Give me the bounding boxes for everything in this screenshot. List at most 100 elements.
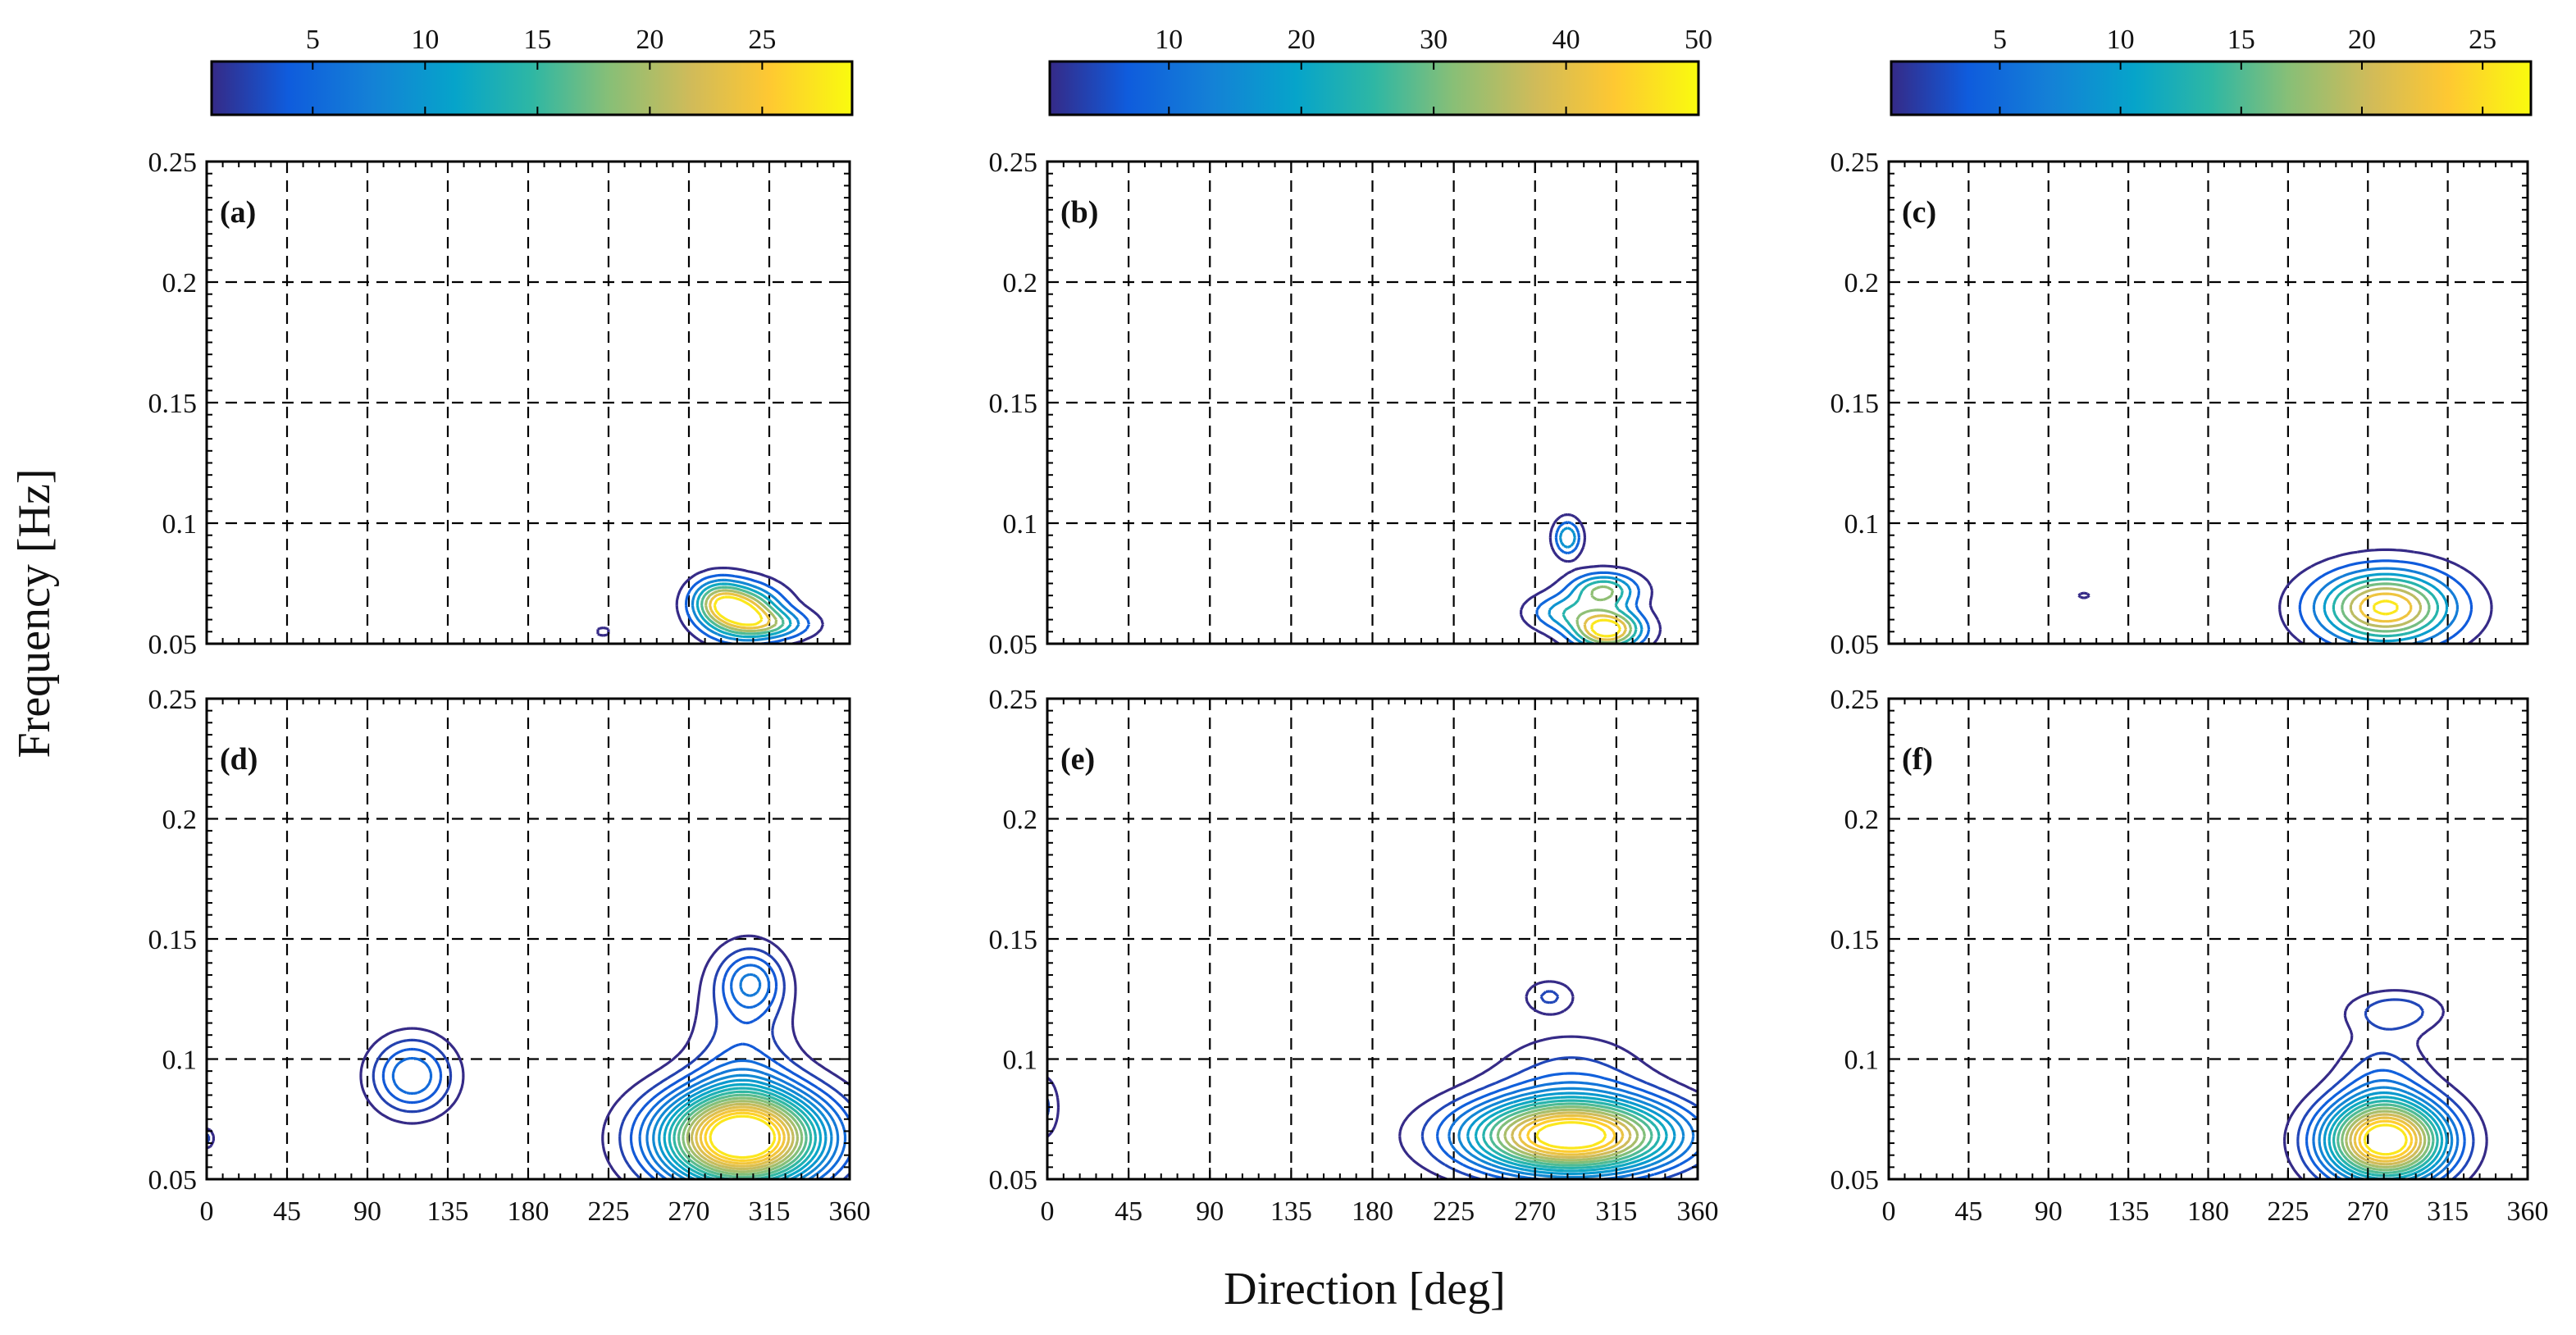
axis-ticks <box>206 161 850 645</box>
panel-c: 0.05 0.1 0.15 0.2 0.25 (c) <box>1831 148 2529 660</box>
x-tick-label: 270 <box>1514 1196 1556 1227</box>
contour-line <box>684 573 811 644</box>
contours <box>1520 513 1662 644</box>
y-tick-label: 0.25 <box>1831 685 1880 715</box>
y-tick-label: 0.25 <box>989 685 1038 715</box>
colorbar-tick-label: 25 <box>748 25 776 55</box>
x-tick-label: 180 <box>2187 1196 2229 1227</box>
contour-line <box>1474 1096 1668 1173</box>
contour-line <box>652 1073 833 1179</box>
contour-line <box>2363 1123 2408 1156</box>
contour-line <box>2373 599 2399 616</box>
panel-a: 0.05 0.1 0.15 0.2 0.25 (a) <box>148 148 851 660</box>
y-tick-label: 0.15 <box>1831 925 1880 955</box>
x-tick-label: 225 <box>2267 1196 2309 1227</box>
y-axis-title: Frequency [Hz] <box>9 469 60 759</box>
contour-line <box>1482 1099 1661 1169</box>
y-tick-label: 0.05 <box>1831 630 1880 660</box>
contour-line <box>695 1105 791 1168</box>
contour-line <box>2353 1116 2418 1163</box>
contours <box>596 567 824 644</box>
y-tick-label: 0.25 <box>1831 148 1880 178</box>
x-tick-label: 45 <box>1954 1196 1982 1227</box>
colorbar-tick-label: 15 <box>523 25 551 55</box>
contour-line <box>713 595 764 626</box>
colorbar-gradient <box>210 60 854 116</box>
colorbar-tick-label: 10 <box>411 25 439 55</box>
colorbar-gradient <box>1890 60 2533 116</box>
panel-label: (a) <box>220 195 256 230</box>
x-tick-label: 315 <box>1595 1196 1637 1227</box>
contour-line <box>1448 1081 1695 1179</box>
colorbar-a: 5 10 15 20 25 <box>210 25 854 116</box>
y-tick-label: 0.15 <box>989 389 1038 419</box>
colorbar-tick-label: 10 <box>1155 25 1183 55</box>
x-tick-label: 0 <box>1041 1196 1055 1227</box>
grid <box>1889 162 2528 644</box>
contours <box>2282 989 2488 1179</box>
colorbar-tick-label: 5 <box>306 25 320 55</box>
contour-line <box>686 1100 799 1173</box>
x-axis-title: Direction [deg] <box>1224 1264 1506 1314</box>
y-tick-label: 0.05 <box>989 1165 1038 1196</box>
x-tick-label: 360 <box>1677 1196 1719 1227</box>
y-tick-label: 0.25 <box>148 685 198 715</box>
contour-line <box>1047 990 1698 1179</box>
y-tick-label: 0.2 <box>162 268 198 298</box>
contour-line <box>700 585 785 636</box>
y-tick-label: 0.2 <box>1003 268 1038 298</box>
contour-line <box>2345 1109 2427 1169</box>
contour-line <box>391 964 847 1179</box>
x-tick-label: 360 <box>2507 1196 2549 1227</box>
contour-line <box>207 947 850 1179</box>
x-tick-label: 135 <box>427 1196 469 1227</box>
y-tick-label: 0.25 <box>989 148 1038 178</box>
contour-line <box>2318 1086 2454 1179</box>
axis-ticks <box>206 698 850 1180</box>
contour-line <box>1535 1121 1607 1150</box>
y-tick-label: 0.1 <box>1003 509 1038 540</box>
y-tick-label: 0.15 <box>148 389 198 419</box>
contour-line <box>2305 1068 2466 1179</box>
axis-ticks <box>1888 698 2528 1180</box>
x-tick-label: 90 <box>353 1196 381 1227</box>
contour-line <box>2337 1103 2435 1174</box>
grid <box>207 162 850 644</box>
y-tick-label: 0.15 <box>989 925 1038 955</box>
colorbar-tick-label: 20 <box>1288 25 1315 55</box>
colorbar-c: 5 10 15 20 25 <box>1890 25 2533 116</box>
x-tick-label: 135 <box>2108 1196 2150 1227</box>
contour-line <box>1503 1108 1639 1162</box>
contour-line <box>699 1108 786 1165</box>
grid <box>1889 699 2528 1179</box>
x-tick-label: 45 <box>1115 1196 1142 1227</box>
colorbar-tick-label: 20 <box>636 25 663 55</box>
contour-line <box>691 578 800 642</box>
contours <box>2077 548 2493 644</box>
y-tick-label: 0.1 <box>1003 1046 1038 1076</box>
y-tick-label: 0.2 <box>1844 268 1880 298</box>
y-tick-label: 0.1 <box>1844 509 1880 540</box>
contour-line <box>2298 559 2473 644</box>
contour-line <box>207 934 850 1179</box>
x-tick-label: 225 <box>588 1196 630 1227</box>
x-tick-label: 135 <box>1270 1196 1312 1227</box>
y-tick-label: 0.1 <box>162 1046 198 1076</box>
contour-line <box>1489 1102 1653 1167</box>
contour-line <box>672 1090 813 1179</box>
x-tick-label: 360 <box>829 1196 871 1227</box>
contour-line <box>668 1087 817 1179</box>
axis-ticks <box>1046 698 1698 1180</box>
x-tick-label: 315 <box>749 1196 791 1227</box>
panel-label: (e) <box>1060 742 1095 777</box>
colorbar-b: 10 20 30 40 50 <box>1048 25 1712 116</box>
colorbar-tick-label: 5 <box>1993 25 2007 55</box>
colorbar-tick-label: 10 <box>2107 25 2135 55</box>
x-tick-label: 0 <box>200 1196 214 1227</box>
contour-line <box>2341 1106 2431 1172</box>
contour-line <box>1520 513 1662 644</box>
contour-line <box>2359 592 2413 623</box>
y-tick-label: 0.05 <box>989 630 1038 660</box>
panel-f: 0.05 0.1 0.15 0.2 0.25 0 45 90 135 180 225 270 315 36… <box>1831 685 2549 1227</box>
